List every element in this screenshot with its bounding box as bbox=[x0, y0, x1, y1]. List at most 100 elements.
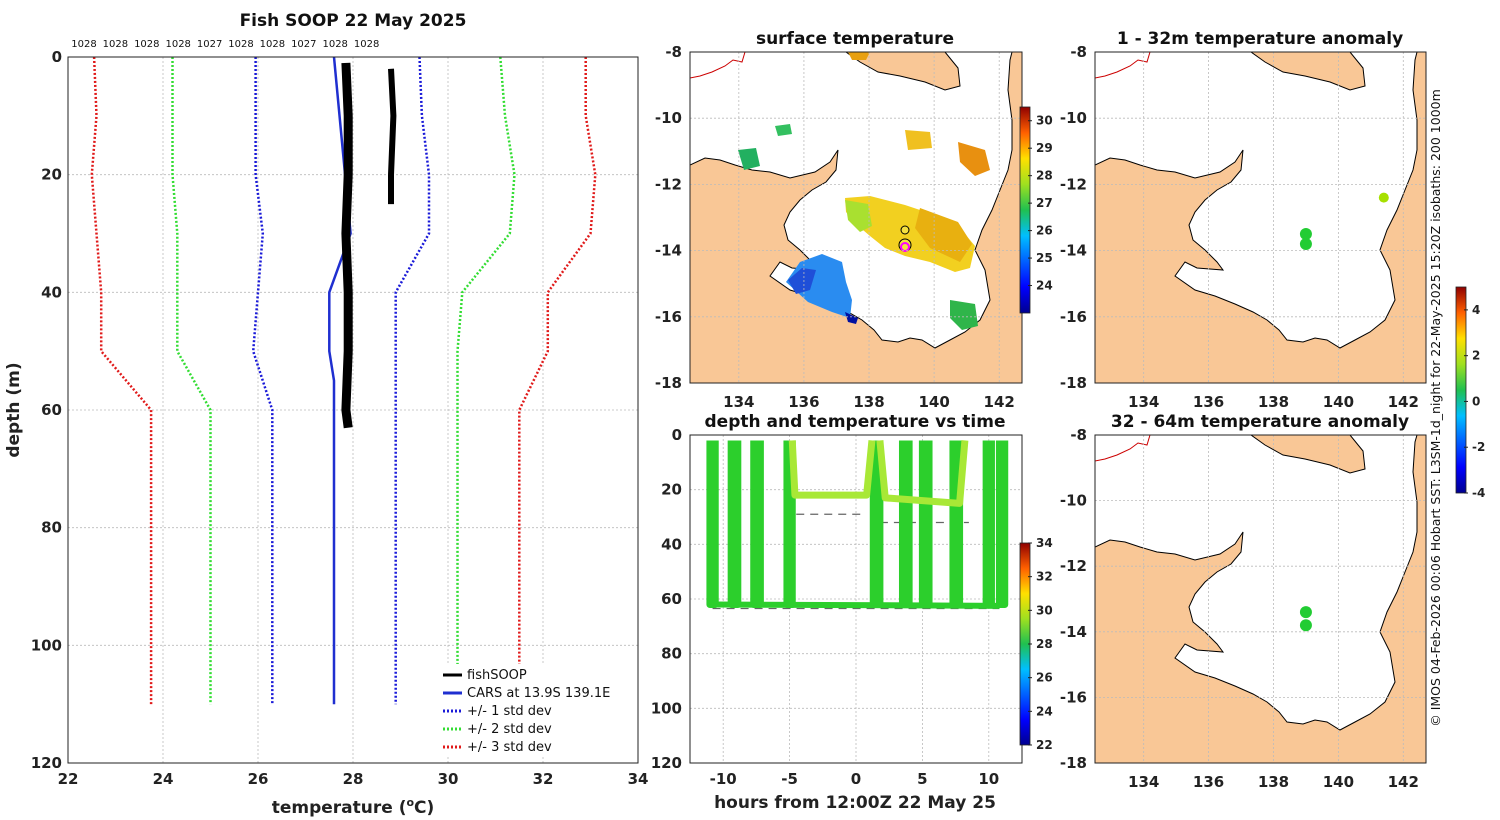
profile-grid bbox=[67, 56, 639, 764]
colorbar-tick-label: 25 bbox=[1036, 251, 1053, 265]
series-fishSOOP-shallow bbox=[388, 68, 397, 205]
lat-tick-label: -12 bbox=[655, 175, 682, 193]
lon-tick-label: 136 bbox=[788, 393, 819, 411]
dt-series bbox=[706, 440, 1009, 610]
anom1-ticks: 134 136 138 140 142 -8 -10 -12 -14 -16 -18 bbox=[1060, 43, 1419, 411]
lat-tick-label: -18 bbox=[1060, 374, 1087, 392]
density-label: 1028 bbox=[103, 39, 128, 50]
y-tick-label: 120 bbox=[31, 754, 62, 772]
legend-label-std1: +/- 1 std dev bbox=[467, 704, 552, 719]
anomaly-point bbox=[1378, 192, 1389, 203]
profile-ylabel: depth (m) bbox=[4, 362, 24, 457]
x-tick-label: -5 bbox=[781, 770, 798, 788]
series-fishSOOP-deep bbox=[341, 62, 353, 429]
anomaly-point bbox=[1299, 606, 1312, 619]
profile-legend: fishSOOP CARS at 13.9S 139.1E +/- 1 std … bbox=[437, 664, 632, 756]
sst-blob-green bbox=[845, 200, 872, 232]
anom1-land bbox=[1095, 52, 1426, 383]
anomaly-point bbox=[1299, 228, 1312, 241]
series-cars-minus-3std bbox=[90, 57, 153, 705]
lon-tick-label: 142 bbox=[984, 393, 1015, 411]
anom2-points bbox=[1299, 606, 1312, 632]
depth-time-chart: depth and temperature vs time -10 -5 0 5 10 … bbox=[651, 412, 1053, 813]
x-tick-label: 26 bbox=[248, 770, 269, 788]
anom1-frame bbox=[1094, 51, 1427, 384]
colorbar-tick-label: -4 bbox=[1472, 486, 1485, 500]
profile-xlabel: temperature (oC) bbox=[272, 796, 435, 818]
sst-map-content bbox=[690, 52, 1022, 383]
x-tick-label: -10 bbox=[710, 770, 737, 788]
y-tick-label: 40 bbox=[41, 283, 62, 301]
density-label: 1027 bbox=[291, 39, 316, 50]
x-tick-label: 24 bbox=[153, 770, 174, 788]
anom1-points bbox=[1299, 192, 1389, 250]
profile-series bbox=[90, 57, 597, 705]
profile-chart: Fish SOOP 22 May 2025 1028 1028 1028 1028 10… bbox=[4, 11, 648, 818]
anom2-red-isobath bbox=[1095, 435, 1151, 462]
colorbar-tick-label: 29 bbox=[1036, 141, 1053, 155]
lat-tick-label: -18 bbox=[1060, 754, 1087, 772]
y-tick-label: 20 bbox=[661, 481, 682, 499]
lon-tick-label: 134 bbox=[723, 393, 754, 411]
sst-color-blobs bbox=[738, 52, 990, 330]
sst-title: surface temperature bbox=[756, 29, 954, 49]
anom2-frame bbox=[1094, 434, 1427, 764]
lon-tick-label: 134 bbox=[1128, 393, 1159, 411]
sst-blob-small bbox=[775, 124, 792, 136]
x-tick-label: 28 bbox=[343, 770, 364, 788]
colorbar-tick-label: 26 bbox=[1036, 224, 1053, 238]
colorbar-tick-label: 28 bbox=[1036, 637, 1053, 651]
x-tick-label: 30 bbox=[438, 770, 459, 788]
colorbar-tick-label: 2 bbox=[1472, 349, 1480, 363]
sst-cars-marker bbox=[900, 242, 910, 252]
x-tick-label: 0 bbox=[851, 770, 861, 788]
y-tick-label: 0 bbox=[672, 426, 682, 444]
lat-tick-label: -10 bbox=[1060, 109, 1087, 127]
sst-colorbar bbox=[1019, 106, 1031, 314]
dt-xticks: -10 -5 0 5 10 bbox=[710, 770, 1000, 788]
x-tick-label: 5 bbox=[917, 770, 927, 788]
shallow-tow-track bbox=[788, 440, 969, 507]
anom2-title: 32 - 64m temperature anomaly bbox=[1111, 412, 1409, 432]
anom1-map-content bbox=[1095, 52, 1426, 383]
colorbar-tick-label: 30 bbox=[1036, 603, 1053, 617]
profile-title: Fish SOOP 22 May 2025 bbox=[240, 11, 467, 31]
sst-colorbar-ticks: 24 25 26 27 28 29 30 bbox=[1028, 114, 1053, 293]
lat-tick-label: -8 bbox=[665, 43, 682, 61]
colorbar-tick-label: -2 bbox=[1472, 440, 1485, 454]
colorbar-tick-label: 28 bbox=[1036, 169, 1053, 183]
anomaly-colorbar bbox=[1455, 286, 1467, 494]
colorbar-tick-label: 32 bbox=[1036, 570, 1053, 584]
series-cars-plus-2std bbox=[456, 57, 516, 705]
lon-tick-label: 140 bbox=[918, 393, 949, 411]
density-label: 1028 bbox=[322, 39, 347, 50]
sst-blob-orange-south bbox=[915, 208, 972, 262]
sst-blob-yellow-north bbox=[905, 130, 932, 150]
lat-tick-label: -14 bbox=[655, 242, 682, 260]
anom1-land-north bbox=[1250, 52, 1366, 91]
y-tick-label: 60 bbox=[661, 590, 682, 608]
sst-blob-top bbox=[848, 52, 870, 60]
anomaly-point bbox=[1299, 619, 1312, 632]
anomaly-1-32m-map: 1 - 32m temperature anomaly 134 136 138 140… bbox=[1060, 29, 1427, 411]
x-tick-label: 34 bbox=[628, 770, 649, 788]
profile-yticks: 0 20 40 60 80 100 120 bbox=[31, 48, 62, 772]
anom2-land-north bbox=[1250, 435, 1366, 474]
anomaly-32-64m-map: 32 - 64m temperature anomaly 134 136 138 14… bbox=[1060, 412, 1427, 791]
lat-tick-label: -18 bbox=[655, 374, 682, 392]
lat-tick-label: -14 bbox=[1060, 242, 1087, 260]
sst-blob-cold bbox=[788, 268, 816, 294]
sst-track-point bbox=[900, 225, 910, 235]
density-label: 1028 bbox=[134, 39, 159, 50]
x-tick-label: 22 bbox=[58, 770, 79, 788]
series-CARS bbox=[328, 57, 352, 705]
colorbar-tick-label: 24 bbox=[1036, 279, 1053, 293]
lon-tick-label: 140 bbox=[1323, 393, 1354, 411]
anomaly-point bbox=[1299, 237, 1312, 250]
lat-tick-label: -10 bbox=[1060, 492, 1087, 510]
side-caption: © IMOS 04-Feb-2026 00:06 Hobart SST: L3S… bbox=[1428, 89, 1443, 727]
lat-tick-label: -8 bbox=[1070, 426, 1087, 444]
dt-yticks: 0 20 40 60 80 100 120 bbox=[651, 426, 682, 772]
y-tick-label: 40 bbox=[661, 535, 682, 553]
